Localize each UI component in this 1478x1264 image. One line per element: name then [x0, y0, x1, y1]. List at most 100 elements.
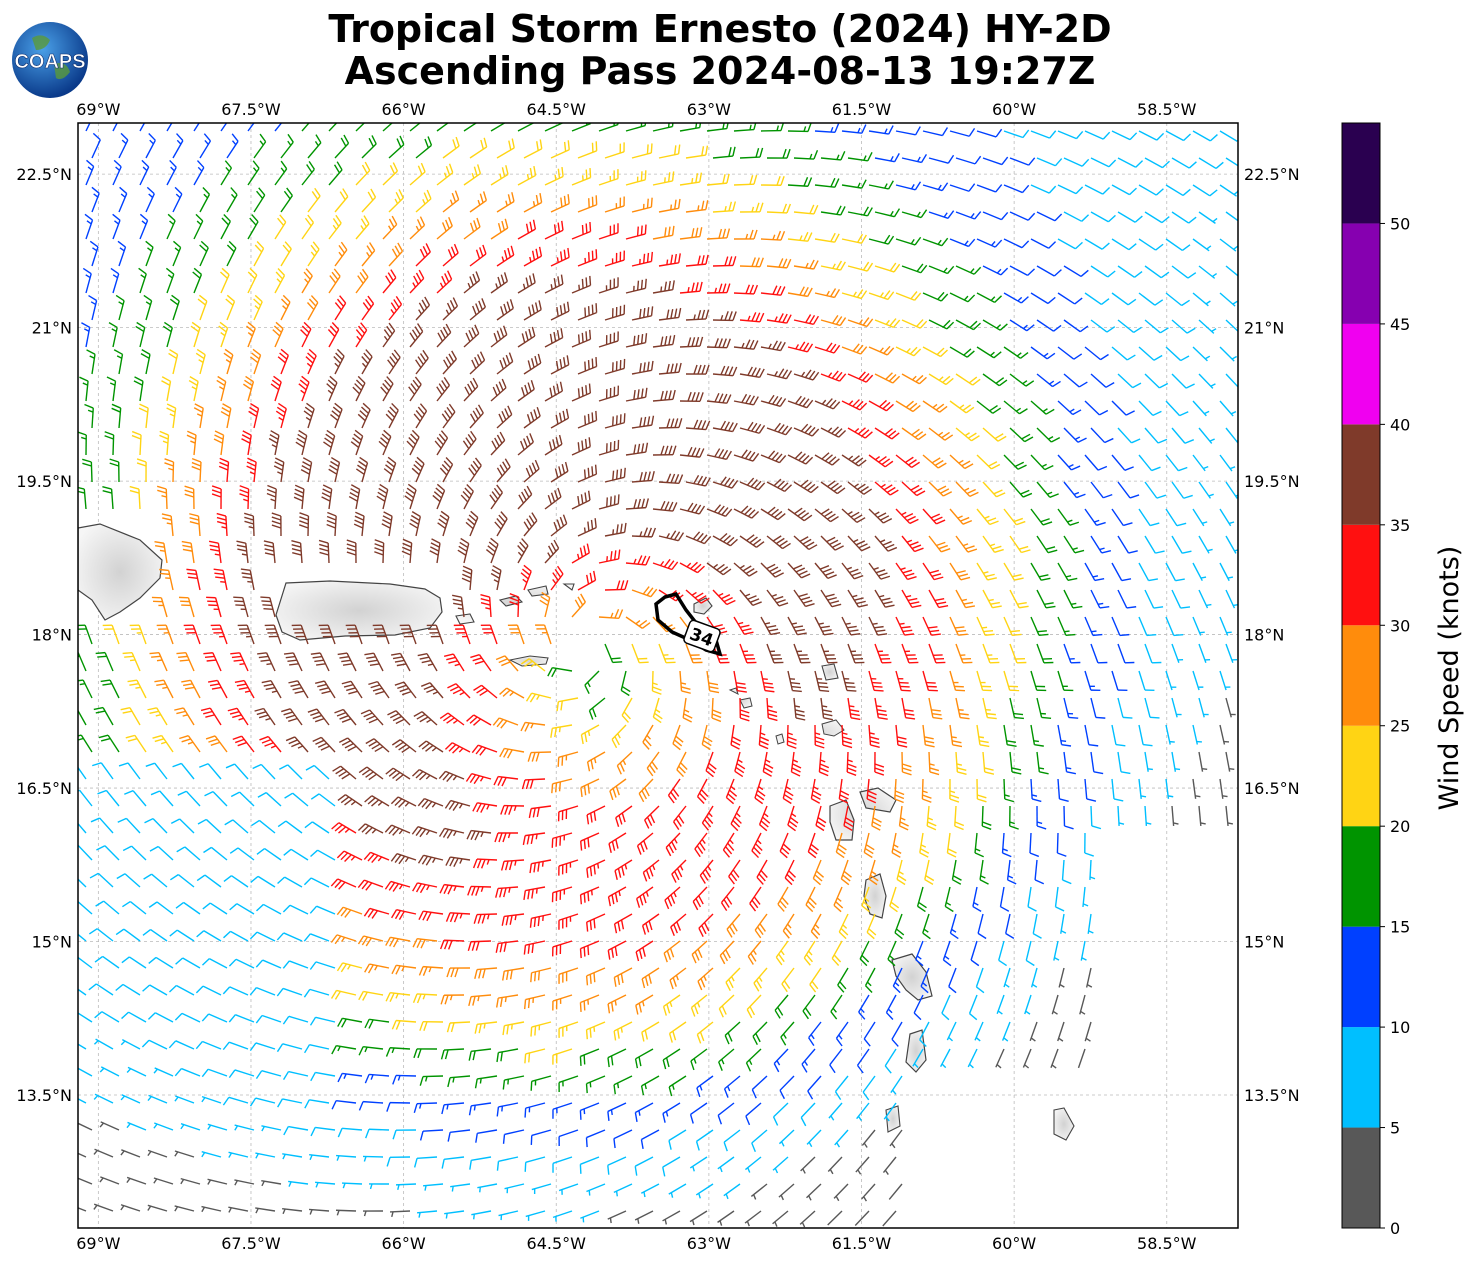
wind-barb	[199, 186, 211, 213]
wind-barb	[861, 1129, 876, 1148]
wind-barb	[1219, 724, 1230, 745]
wind-barb	[544, 539, 560, 564]
wind-barb	[1036, 481, 1059, 498]
wind-barb	[473, 913, 498, 924]
wind-barb	[207, 1178, 228, 1185]
wind-barb	[784, 859, 796, 886]
wind-barb	[1117, 427, 1141, 444]
longitude-labels-top: 69°W 67.5°W 66°W 64.5°W 63°W 61.5°W 60°W 58.5°W	[76, 100, 1196, 119]
wind-barb	[712, 365, 738, 377]
wind-barb	[233, 596, 249, 618]
wind-barb	[874, 262, 901, 273]
wind-barb	[222, 986, 249, 996]
wind-barb	[166, 159, 177, 186]
wind-barb	[787, 231, 813, 242]
wind-barb	[156, 624, 174, 645]
wind-barb	[955, 589, 976, 609]
wind-barb	[706, 338, 731, 349]
wind-barb	[864, 967, 876, 994]
wind-barb	[955, 697, 970, 720]
wind-barb	[747, 940, 762, 965]
wind-barb	[976, 724, 990, 748]
wind-barb	[186, 568, 201, 591]
wind-barb	[901, 153, 928, 164]
wind-barb	[949, 616, 968, 636]
wind-barb	[334, 241, 348, 267]
wind-barb	[1085, 967, 1093, 988]
wind-barb	[949, 724, 963, 748]
wind-barb	[922, 454, 947, 469]
wind-barb	[787, 451, 814, 465]
wind-barb	[1171, 427, 1195, 444]
wind-barb	[712, 201, 737, 213]
wind-barb	[442, 190, 460, 213]
wind-barb	[1009, 751, 1022, 775]
wind-barb	[372, 624, 390, 645]
wind-barb	[528, 805, 552, 819]
montserrat-island	[775, 719, 845, 745]
wind-barb	[982, 156, 1009, 166]
wind-barb	[247, 123, 255, 132]
wind-barb	[153, 1067, 174, 1077]
wind-barb	[193, 403, 204, 429]
wind-barb	[247, 160, 260, 186]
wind-barb	[159, 568, 174, 591]
wind-barb	[244, 512, 255, 537]
wind-barb	[782, 913, 795, 939]
wind-barb	[172, 240, 182, 267]
wind-barb	[652, 123, 674, 132]
wind-barb	[413, 1048, 438, 1059]
wind-barb	[1171, 589, 1191, 609]
wind-barb	[685, 589, 710, 604]
wind-barb	[885, 994, 897, 1020]
wind-barb	[1056, 832, 1067, 857]
wind-barb	[357, 935, 384, 947]
wind-barb	[477, 1183, 498, 1193]
wind-barb	[127, 679, 147, 699]
wind-barb	[1219, 184, 1238, 197]
wind-barb	[631, 527, 657, 538]
wind-barb	[462, 430, 477, 456]
wind-barb	[787, 123, 812, 133]
wind-barb	[249, 986, 276, 996]
wind-barb	[230, 652, 249, 672]
wind-barb	[361, 295, 375, 321]
wind-barb	[1138, 292, 1164, 306]
wind-barb	[1138, 670, 1155, 691]
wind-barb	[521, 778, 546, 790]
wind-barb	[474, 967, 498, 979]
wind-barb	[517, 273, 536, 294]
wind-barb	[968, 994, 978, 1021]
wind-barb	[117, 817, 141, 834]
wind-barb	[820, 370, 847, 382]
wind-barb	[78, 709, 87, 726]
wind-barb	[652, 225, 675, 240]
wind-barb	[781, 967, 795, 993]
wind-barb	[388, 242, 404, 267]
wind-barb	[604, 580, 629, 591]
wind-barb	[782, 778, 794, 805]
wind-barb	[1117, 157, 1144, 168]
wind-barb	[1090, 805, 1102, 830]
wind-barb	[604, 304, 626, 321]
wind-barb	[1117, 589, 1137, 609]
wind-barb	[228, 1014, 255, 1023]
wind-barb	[364, 963, 390, 974]
wind-barb	[102, 624, 120, 645]
wind-barb	[976, 616, 995, 636]
wind-barb	[382, 269, 397, 294]
wind-barb	[88, 928, 114, 942]
wind-barb	[787, 341, 814, 353]
wind-barb	[1036, 697, 1052, 720]
wind-barb	[1003, 670, 1020, 692]
wind-barb	[922, 913, 931, 940]
wind-barb	[270, 375, 282, 402]
wind-barb	[1036, 157, 1063, 167]
wind-barb	[895, 181, 922, 191]
wind-barb	[496, 138, 515, 159]
wind-barb	[604, 413, 626, 429]
wind-barb	[1219, 616, 1232, 636]
wind-barb	[571, 275, 592, 294]
wind-barb	[520, 564, 532, 591]
wind-barb	[284, 792, 309, 807]
